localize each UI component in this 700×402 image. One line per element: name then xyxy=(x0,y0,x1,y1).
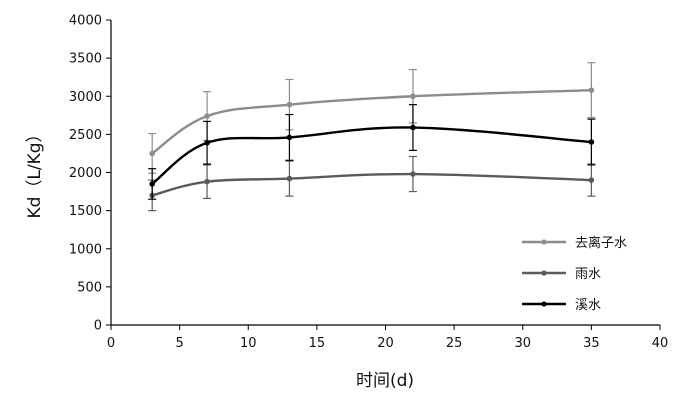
y-tick-label: 3500 xyxy=(69,52,102,67)
y-tick-label: 4000 xyxy=(69,14,102,29)
x-axis-title: 时间(d) xyxy=(356,371,414,391)
deionized-water-point xyxy=(286,101,293,108)
stream-water-point xyxy=(286,134,293,141)
rain-water-point xyxy=(410,171,416,177)
stream-water-point xyxy=(204,139,210,146)
x-tick-label: 25 xyxy=(446,336,463,351)
y-axis-title: Kd（L/Kg） xyxy=(25,125,45,218)
y-tick-label: 0 xyxy=(94,319,102,334)
y-tick-label: 2000 xyxy=(69,166,102,181)
plot-area: 0 5 10 15 20 25 30 35 40 0 500 1000 1500 2000 2500 3000… xyxy=(69,14,668,352)
stream-water-point xyxy=(410,124,416,131)
stream-water-point xyxy=(149,181,155,187)
legend-stream-water-marker xyxy=(541,301,547,307)
y-tick-label: 500 xyxy=(77,280,102,295)
legend-stream-water-label: 溪水 xyxy=(575,298,601,313)
y-tick-label: 2500 xyxy=(69,128,102,143)
x-tick-label: 30 xyxy=(514,336,531,351)
deionized-water-point xyxy=(588,87,595,93)
x-tick-label: 20 xyxy=(377,336,394,351)
x-tick-label: 35 xyxy=(583,336,600,351)
x-tick-label: 0 xyxy=(107,336,115,351)
y-tick-label: 3000 xyxy=(69,90,102,105)
legend-rain-water-marker xyxy=(541,270,547,276)
legend-rain-water-label: 雨水 xyxy=(575,267,601,282)
rain-water-point xyxy=(204,178,210,185)
y-tick-label: 1500 xyxy=(69,204,102,219)
x-tick-label: 40 xyxy=(652,336,669,351)
deionized-water-point xyxy=(410,93,416,100)
deionized-water-line xyxy=(151,88,592,155)
x-tick-label: 10 xyxy=(240,336,257,351)
rain-water-point xyxy=(286,175,293,182)
legend-deionized-water-marker xyxy=(541,239,547,245)
stream-water-line xyxy=(151,126,592,185)
stream-water-point xyxy=(588,139,595,145)
deionized-water-point xyxy=(149,150,155,157)
x-tick-label: 15 xyxy=(309,336,326,351)
legend-deionized-water-label: 去离子水 xyxy=(575,235,627,251)
rain-water-point xyxy=(588,177,595,183)
rain-water-line xyxy=(151,172,592,197)
deionized-water-point xyxy=(204,113,210,119)
y-tick-label: 1000 xyxy=(69,242,102,257)
x-tick-label: 5 xyxy=(175,336,183,351)
